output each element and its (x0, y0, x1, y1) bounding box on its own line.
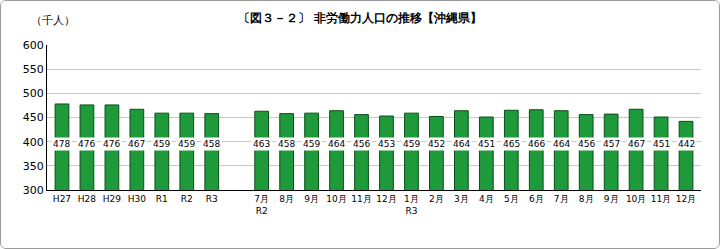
svg-text:464: 464 (328, 139, 345, 149)
svg-text:467: 467 (128, 139, 145, 149)
svg-text:11月: 11月 (651, 194, 671, 204)
svg-text:442: 442 (678, 139, 695, 149)
svg-text:H28: H28 (78, 194, 96, 204)
svg-text:459: 459 (178, 139, 195, 149)
svg-text:466: 466 (528, 139, 545, 149)
svg-text:9月: 9月 (604, 194, 619, 204)
svg-text:H27: H27 (53, 194, 71, 204)
svg-text:459: 459 (303, 139, 320, 149)
svg-text:8月: 8月 (279, 194, 294, 204)
svg-text:7月R2: 7月R2 (254, 194, 269, 216)
svg-text:458: 458 (203, 139, 220, 149)
svg-text:456: 456 (353, 139, 370, 149)
svg-text:10月: 10月 (626, 194, 646, 204)
svg-text:453: 453 (378, 139, 395, 149)
svg-text:6月: 6月 (529, 194, 544, 204)
svg-text:2月: 2月 (429, 194, 444, 204)
svg-text:7月: 7月 (554, 194, 569, 204)
svg-text:12月: 12月 (376, 194, 396, 204)
svg-text:10月: 10月 (326, 194, 346, 204)
svg-text:550: 550 (23, 63, 44, 76)
svg-text:467: 467 (628, 139, 645, 149)
svg-text:458: 458 (278, 139, 295, 149)
svg-text:478: 478 (53, 139, 70, 149)
svg-text:350: 350 (23, 160, 44, 173)
svg-text:R3: R3 (206, 194, 218, 204)
svg-text:H30: H30 (128, 194, 146, 204)
svg-text:5月: 5月 (504, 194, 519, 204)
svg-text:459: 459 (403, 139, 420, 149)
svg-text:459: 459 (153, 139, 170, 149)
svg-text:9月: 9月 (304, 194, 319, 204)
svg-text:4月: 4月 (479, 194, 494, 204)
svg-text:400: 400 (23, 136, 44, 149)
svg-text:451: 451 (478, 139, 495, 149)
svg-text:456: 456 (578, 139, 595, 149)
svg-text:3月: 3月 (454, 194, 469, 204)
svg-text:450: 450 (23, 111, 44, 124)
svg-text:1月R3: 1月R3 (404, 194, 419, 216)
svg-text:500: 500 (23, 87, 44, 100)
svg-text:464: 464 (453, 139, 470, 149)
svg-text:465: 465 (503, 139, 520, 149)
svg-text:R1: R1 (156, 194, 168, 204)
svg-text:457: 457 (603, 139, 620, 149)
svg-text:〔図３－２〕 非労働力人口の推移【沖縄県】: 〔図３－２〕 非労働力人口の推移【沖縄県】 (238, 11, 482, 25)
svg-text:12月: 12月 (676, 194, 696, 204)
svg-text:H29: H29 (103, 194, 121, 204)
svg-text:463: 463 (253, 139, 270, 149)
svg-text:464: 464 (553, 139, 570, 149)
svg-text:R2: R2 (181, 194, 193, 204)
svg-text:11月: 11月 (351, 194, 371, 204)
svg-text:451: 451 (653, 139, 670, 149)
svg-text:8月: 8月 (579, 194, 594, 204)
svg-text:452: 452 (428, 139, 445, 149)
svg-text:600: 600 (23, 39, 44, 52)
svg-text:（千人）: （千人） (31, 14, 75, 27)
svg-text:300: 300 (23, 184, 44, 197)
svg-text:476: 476 (78, 139, 95, 149)
svg-text:476: 476 (103, 139, 120, 149)
